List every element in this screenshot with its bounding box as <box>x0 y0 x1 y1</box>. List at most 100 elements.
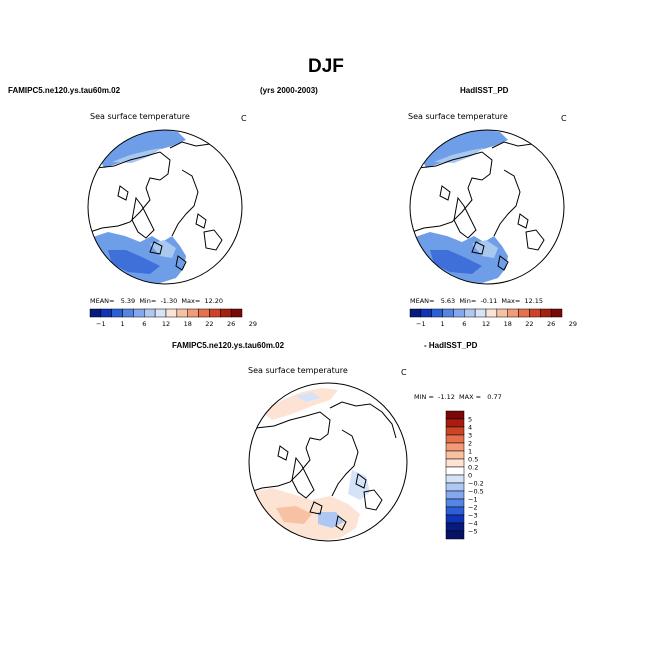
panel3-colorbar-tick-label: 2 <box>468 439 472 447</box>
panel2-colorbar-box <box>431 308 443 318</box>
panel2-colorbar-box <box>540 308 552 318</box>
panel2-min: -0.11 <box>480 297 498 305</box>
panel3-colorbar-tick-label: 4 <box>468 423 472 431</box>
panel1-colorbar-tick-label: −1 <box>96 320 106 328</box>
panel1-max: 12.20 <box>204 297 224 305</box>
panel3-colorbar-tick-label: −2 <box>468 503 478 511</box>
panel2-colorbar: −1 1 6 12 18 22 26 29 <box>409 308 577 328</box>
panel1-colorbar-tick-label: 1 <box>121 320 125 328</box>
panel2-atlantic-sst-dark <box>430 250 482 274</box>
panel2-colorbar-box <box>420 308 432 318</box>
panel1-colorbar-tick-label: 29 <box>249 320 257 328</box>
panel3-colorbar-box <box>445 490 465 500</box>
model-case-label: FAMIPC5.ne120.ys.tau60m.02 <box>8 86 121 95</box>
panel1-colorbar-tick-label: 26 <box>227 320 235 328</box>
panel1-min: -1.30 <box>160 297 178 305</box>
panel2-colorbar-box <box>453 308 465 318</box>
panel3-colorbar-tick-label: −0.2 <box>468 479 484 487</box>
panel3-colorbar-box <box>445 450 465 460</box>
panel3-map <box>248 382 408 542</box>
panel3-colorbar-tick-label: 0.2 <box>468 463 478 471</box>
panel2-colorbar-box <box>496 308 508 318</box>
panel2-map <box>409 129 565 285</box>
panel2-colorbar-box <box>442 308 454 318</box>
panel1-map <box>87 129 243 285</box>
panel3-pacific-diff-neg <box>296 392 320 402</box>
panel1-colorbar: −1 1 6 12 18 22 26 29 <box>89 308 257 328</box>
panel2-colorbar-box <box>529 308 541 318</box>
panel2-colorbar-tick-label: 1 <box>441 320 445 328</box>
panel3-colorbar-tick-label: 3 <box>468 431 472 439</box>
panel3-colorbar-box <box>445 522 465 532</box>
panel1-map-border <box>87 129 243 285</box>
panel3-colorbar-box <box>445 410 465 420</box>
years-label: (yrs 2000-2003) <box>260 86 318 95</box>
panel3-colorbar-tick-label: 0.5 <box>468 455 478 463</box>
panel1-colorbar-tick-label: 12 <box>162 320 170 328</box>
panel3-colorbar-tick-label: −3 <box>468 511 478 519</box>
panel1-colorbar-tick-label: 6 <box>142 320 146 328</box>
panel3-colorbar-box <box>445 506 465 516</box>
panel1-field <box>90 130 186 284</box>
panel3-variable: Sea surface temperature <box>248 366 348 375</box>
panel3-colorbar-tick-label: −0.5 <box>468 487 484 495</box>
obs-label: HadISST_PD <box>460 86 509 95</box>
panel1-colorbar-tick-label: 22 <box>205 320 213 328</box>
panel2-colorbar-tick-label: −1 <box>416 320 426 328</box>
panel1-max-label: Max= <box>181 297 201 305</box>
panel2-colorbar-tick-label: 12 <box>482 320 490 328</box>
panel2-colorbar-tick-label: 6 <box>462 320 466 328</box>
panel1-colorbar-box <box>176 308 188 318</box>
panel1-colorbar-box <box>220 308 232 318</box>
panel1-colorbar-tick-label: 18 <box>184 320 192 328</box>
panel1-colorbar-box <box>122 308 134 318</box>
panel3-colorbar-box <box>445 426 465 436</box>
panel2-field <box>412 130 508 284</box>
panel3-min: -1.12 <box>438 393 455 401</box>
panel2-mean-label: MEAN= <box>410 297 435 305</box>
panel3-map-border <box>248 382 408 542</box>
panel2-colorbar-box <box>507 308 519 318</box>
panel1-colorbar-box <box>111 308 123 318</box>
panel2-atlantic-sst-light <box>472 240 498 258</box>
panel1-colorbar-box <box>187 308 199 318</box>
panel1-atlantic-sst-light <box>150 240 176 258</box>
panel2-pacific-sst-light <box>434 148 484 163</box>
panel3-colorbar-tick-label: 1 <box>468 447 472 455</box>
panel3-stats: MIN = -1.12 MAX = 0.77 <box>414 393 502 401</box>
panel2-max-label: Max= <box>501 297 521 305</box>
panel3-colorbar-tick-label: −1 <box>468 495 478 503</box>
panel2-mean: 5.63 <box>440 297 456 305</box>
panel2-stats: MEAN= 5.63 Min= -0.11 Max= 12.15 <box>410 297 543 305</box>
panel1-colorbar-box <box>144 308 156 318</box>
panel2-pacific-sst <box>418 130 508 168</box>
panel2-min-label: Min= <box>459 297 477 305</box>
panel2-colorbar-box <box>409 308 422 318</box>
panel2-colorbar-tick-label: 29 <box>569 320 577 328</box>
panel3-coastlines <box>249 401 397 531</box>
panel3-colorbar-box <box>445 434 465 444</box>
panel1-units: C <box>241 114 247 123</box>
panel3-colorbar-box <box>445 474 465 484</box>
panel2-map-border <box>409 129 565 285</box>
panel1-mean: 5.39 <box>120 297 136 305</box>
panel2-max: 12.15 <box>524 297 544 305</box>
panel1-colorbar-box <box>89 308 102 318</box>
panel1-colorbar-box <box>209 308 221 318</box>
panel2-colorbar-tick-label: 26 <box>547 320 555 328</box>
panel1-pacific-sst <box>96 130 186 168</box>
panel2-units: C <box>561 114 567 123</box>
panel3-colorbar-box <box>445 498 465 508</box>
panel1-atlantic-sst-dark <box>108 250 160 274</box>
panel3-colorbar-tick-label: 0 <box>468 471 472 479</box>
panel3-colorbar-box <box>445 418 465 428</box>
panel1-variable: Sea surface temperature <box>90 112 190 121</box>
panel2-colorbar-tick-label: 22 <box>525 320 533 328</box>
diff-obs-label: - HadISST_PD <box>424 341 478 350</box>
panel2-variable: Sea surface temperature <box>408 112 508 121</box>
panel1-colorbar-box <box>230 308 243 318</box>
panel1-colorbar-box <box>198 308 210 318</box>
panel3-max: 0.77 <box>487 393 502 401</box>
